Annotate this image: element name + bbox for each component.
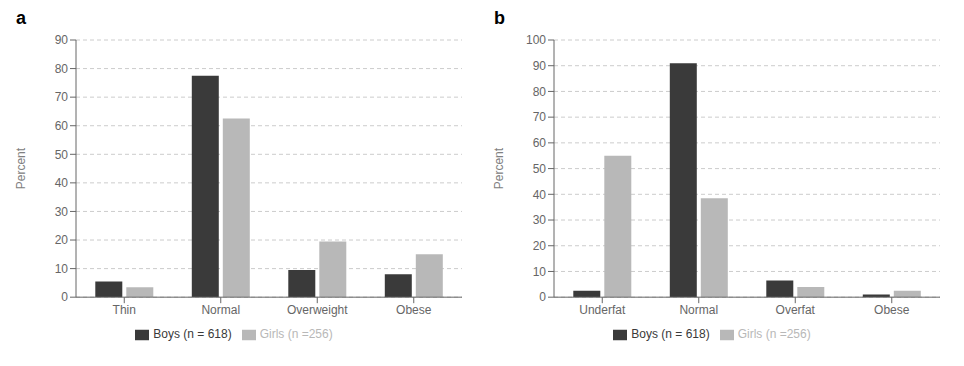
svg-text:90: 90 xyxy=(55,33,69,47)
html-text:a: a xyxy=(16,8,26,28)
svg-text:80: 80 xyxy=(55,62,69,76)
svg-text:80: 80 xyxy=(533,85,547,99)
svg-text:0: 0 xyxy=(539,290,546,304)
svg-text:40: 40 xyxy=(55,176,69,190)
svg-text:40: 40 xyxy=(533,188,547,202)
svg-text:30: 30 xyxy=(533,213,547,227)
html-text:Boys (n = 618): Boys (n = 618) xyxy=(631,327,710,342)
svg-text:Obese: Obese xyxy=(396,303,432,317)
svg-text:30: 30 xyxy=(55,205,69,219)
html-text:Boys (n = 618): Boys (n = 618) xyxy=(153,327,232,342)
svg-text:Obese: Obese xyxy=(874,303,910,317)
svg-text:Percent: Percent xyxy=(492,147,506,189)
svg-text:20: 20 xyxy=(55,233,69,247)
svg-text:10: 10 xyxy=(533,265,547,279)
svg-text:Underfat: Underfat xyxy=(579,303,626,317)
svg-text:Normal: Normal xyxy=(201,303,240,317)
svg-text:10: 10 xyxy=(55,262,69,276)
svg-text:70: 70 xyxy=(55,90,69,104)
svg-text:60: 60 xyxy=(533,136,547,150)
svg-text:Normal: Normal xyxy=(679,303,718,317)
svg-text:100: 100 xyxy=(526,33,546,47)
svg-text:60: 60 xyxy=(55,119,69,133)
svg-text:50: 50 xyxy=(55,148,69,162)
svg-text:Overweight: Overweight xyxy=(287,303,348,317)
svg-text:Overfat: Overfat xyxy=(776,303,816,317)
html-text:Girls (n =256): Girls (n =256) xyxy=(259,327,333,342)
svg-text:Percent: Percent xyxy=(14,147,28,189)
html-text:b: b xyxy=(494,8,505,28)
svg-text:Thin: Thin xyxy=(113,303,136,317)
svg-text:0: 0 xyxy=(61,290,68,304)
svg-text:70: 70 xyxy=(533,110,547,124)
svg-text:90: 90 xyxy=(533,59,547,73)
html-text:Girls (n =256): Girls (n =256) xyxy=(737,327,811,342)
svg-text:50: 50 xyxy=(533,162,547,176)
svg-text:20: 20 xyxy=(533,239,547,253)
